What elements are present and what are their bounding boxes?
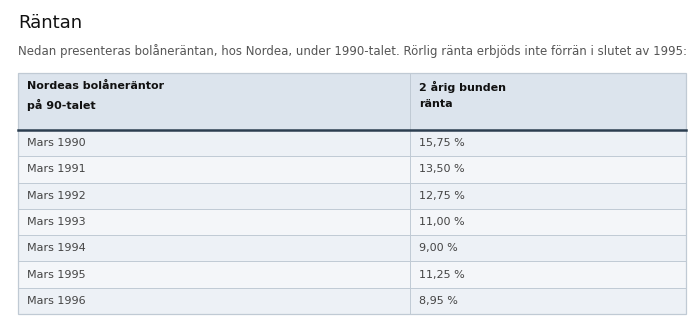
Bar <box>18 130 686 156</box>
Text: Mars 1990: Mars 1990 <box>27 138 85 148</box>
Text: Mars 1993: Mars 1993 <box>27 217 85 227</box>
Text: 11,00 %: 11,00 % <box>419 217 465 227</box>
Text: 12,75 %: 12,75 % <box>419 191 465 201</box>
Bar <box>18 209 686 235</box>
Text: Mars 1991: Mars 1991 <box>27 165 85 175</box>
Text: Nedan presenteras bolåneräntan, hos Nordea, under 1990-talet. Rörlig ränta erbjö: Nedan presenteras bolåneräntan, hos Nord… <box>18 44 687 58</box>
Text: 11,25 %: 11,25 % <box>419 270 465 279</box>
Text: 9,00 %: 9,00 % <box>419 243 458 253</box>
Bar <box>18 73 686 130</box>
Text: 13,50 %: 13,50 % <box>419 165 465 175</box>
Bar <box>18 73 686 314</box>
Text: Nordeas bolåneräntor: Nordeas bolåneräntor <box>27 81 164 91</box>
Text: på 90-talet: på 90-talet <box>27 99 96 111</box>
Text: ränta: ränta <box>419 99 453 109</box>
Text: Mars 1994: Mars 1994 <box>27 243 85 253</box>
Bar <box>18 156 686 183</box>
Text: 8,95 %: 8,95 % <box>419 296 458 306</box>
Text: Räntan: Räntan <box>18 14 82 32</box>
Bar <box>18 235 686 261</box>
Text: 15,75 %: 15,75 % <box>419 138 465 148</box>
Text: Mars 1992: Mars 1992 <box>27 191 85 201</box>
Text: 2 årig bunden: 2 årig bunden <box>419 81 506 93</box>
Text: Mars 1995: Mars 1995 <box>27 270 85 279</box>
Bar <box>18 261 686 288</box>
Bar <box>18 183 686 209</box>
Bar <box>18 288 686 314</box>
Text: Mars 1996: Mars 1996 <box>27 296 85 306</box>
